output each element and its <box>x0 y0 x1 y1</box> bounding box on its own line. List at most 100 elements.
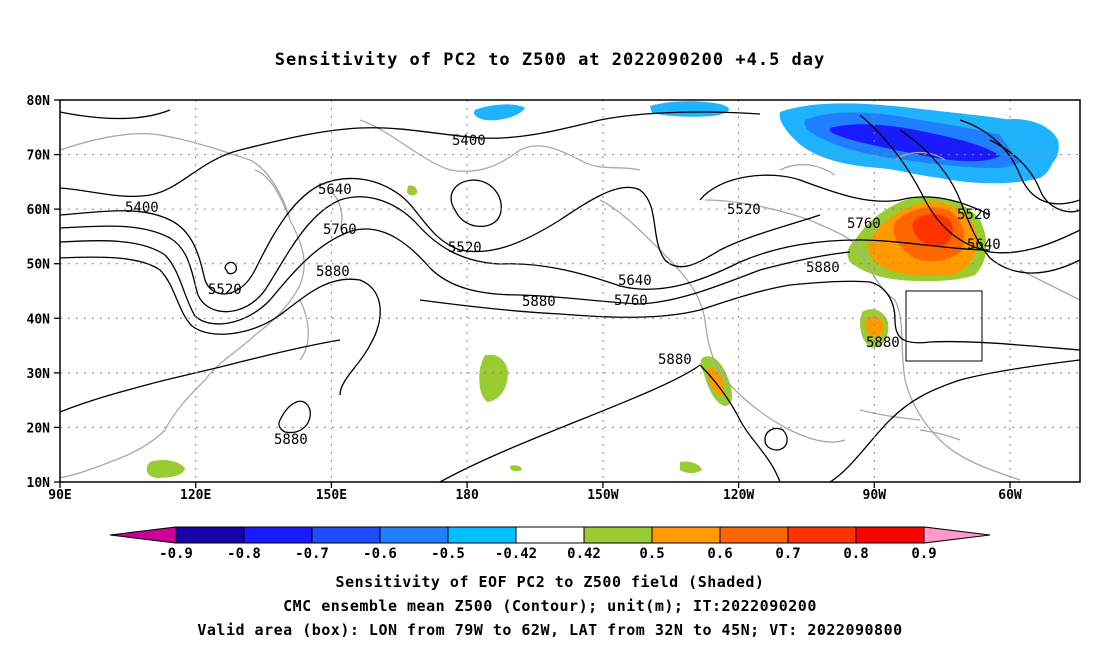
negative-sensitivity-max <box>829 124 1000 162</box>
map-title: Sensitivity of PC2 to Z500 at 2022090200… <box>274 50 826 70</box>
grid-lines <box>60 100 1080 482</box>
contour-label: 5760 <box>323 222 357 238</box>
colorbar-swatch <box>583 526 653 544</box>
colorbar-label: 0.42 <box>567 546 601 562</box>
colorbar-label: 0.6 <box>707 546 732 562</box>
colorbar-label: -0.42 <box>495 546 537 562</box>
contour-5760 <box>59 228 851 325</box>
colorbar-max-triangle <box>923 526 991 544</box>
colorbar-label: 0.5 <box>639 546 664 562</box>
colorbar-swatch <box>243 526 313 544</box>
contour-label: 5520 <box>957 207 991 223</box>
coastlines <box>59 119 1081 481</box>
footer-line-3: Valid area (box): LON from 79W to 62W, L… <box>197 621 903 639</box>
positive-region-aleutian <box>407 185 418 196</box>
map-frame <box>59 99 1081 483</box>
colorbar-label: 0.7 <box>775 546 800 562</box>
contour-5400b <box>59 109 171 120</box>
contour-5520-east <box>899 129 1081 274</box>
lon-label: 180 <box>455 488 479 503</box>
valid-area-box <box>905 290 983 362</box>
lat-label: 10N <box>27 476 51 491</box>
lon-label: 120E <box>180 488 211 503</box>
colorbar-swatch <box>515 526 585 544</box>
colorbar-swatch <box>855 526 925 544</box>
contour-5400 <box>59 111 761 198</box>
contour-label: 5400 <box>452 133 486 149</box>
contour-5880 <box>59 256 381 396</box>
colorbar-label: -0.7 <box>295 546 329 562</box>
contour-label: 5520 <box>208 282 242 298</box>
lat-label: 20N <box>27 421 51 436</box>
colorbar-label: -0.5 <box>431 546 465 562</box>
colorbar-label: -0.8 <box>227 546 261 562</box>
contour-5520 <box>59 177 821 295</box>
colorbar-min-triangle <box>109 526 177 544</box>
contour-5640-east <box>859 114 1081 254</box>
contour-5520-loop <box>450 179 502 227</box>
colorbar-label: -0.6 <box>363 546 397 562</box>
lon-label: 90E <box>48 488 71 503</box>
lon-label: 60W <box>998 488 1022 503</box>
negative-region-small-3 <box>997 118 1059 170</box>
contour-label: 5880 <box>274 432 308 448</box>
contour-label: 5640 <box>318 182 352 198</box>
negative-region-small-1 <box>474 104 525 121</box>
positive-region-east-pacific <box>510 465 522 472</box>
colorbar-label: 0.9 <box>911 546 936 562</box>
lat-label: 50N <box>27 258 51 273</box>
lat-label: 80N <box>27 94 51 109</box>
contour-5880c <box>59 339 341 413</box>
footer-line-1: Sensitivity of EOF PC2 to Z500 field (Sh… <box>335 573 765 591</box>
contour-5880b <box>419 280 1081 351</box>
negative-region-small-2 <box>650 101 729 117</box>
positive-sensitivity-red <box>912 214 953 247</box>
latitude-labels: 80N 70N 60N 50N 40N 30N 20N 10N <box>27 94 51 491</box>
colorbar-swatch <box>651 526 721 544</box>
lon-label: 90W <box>863 488 887 503</box>
contour-5880f <box>699 364 781 483</box>
contour-loop-east <box>764 427 788 451</box>
lat-label: 40N <box>27 312 51 327</box>
contour-label-group: 5400 5400 5520 5520 5520 5520 5640 5640 … <box>125 133 1001 448</box>
contour-label: 5760 <box>847 216 881 232</box>
footer-line-2: CMC ensemble mean Z500 (Contour); unit(m… <box>283 597 817 615</box>
colorbar-swatch <box>379 526 449 544</box>
contour-5880e <box>439 364 701 483</box>
colorbar-swatch <box>311 526 381 544</box>
lat-label: 60N <box>27 203 51 218</box>
positive-region-central-pacific <box>479 354 508 402</box>
colorbar-swatch <box>787 526 857 544</box>
contour-5880d <box>278 400 311 434</box>
contour-loop-west <box>224 261 238 275</box>
contour-label: 5640 <box>618 273 652 289</box>
contour-5880g <box>829 359 1081 483</box>
colorbar-label: -0.9 <box>159 546 193 562</box>
contour-label: 5760 <box>614 293 648 309</box>
colorbar-swatch <box>719 526 789 544</box>
contour-label: 5880 <box>316 264 350 280</box>
positive-region-great-lakes-core <box>865 316 884 338</box>
longitude-labels: 90E 120E 150E 180 150W 120W 90W 60W <box>48 488 1022 503</box>
lon-label: 120W <box>723 488 754 503</box>
positive-region-asia <box>146 460 185 478</box>
contour-5400-east <box>959 119 1081 205</box>
contour-label: 5880 <box>658 352 692 368</box>
colorbar-label: 0.8 <box>843 546 868 562</box>
contour-label: 5640 <box>967 237 1001 253</box>
contour-5280-east <box>989 139 1081 213</box>
contour-label: 5400 <box>125 200 159 216</box>
lon-label: 150W <box>587 488 618 503</box>
contour-5520-north <box>699 174 991 216</box>
colorbar-swatch <box>447 526 517 544</box>
contour-label: 5880 <box>806 260 840 276</box>
contour-label: 5520 <box>727 202 761 218</box>
contour-label: 5520 <box>448 240 482 256</box>
tick-marks <box>54 99 1011 488</box>
contour-label: 5880 <box>866 335 900 351</box>
contour-label: 5880 <box>522 294 556 310</box>
positive-region-hawaii <box>680 461 702 473</box>
lat-label: 70N <box>27 149 51 164</box>
colorbar-swatch <box>175 526 245 544</box>
